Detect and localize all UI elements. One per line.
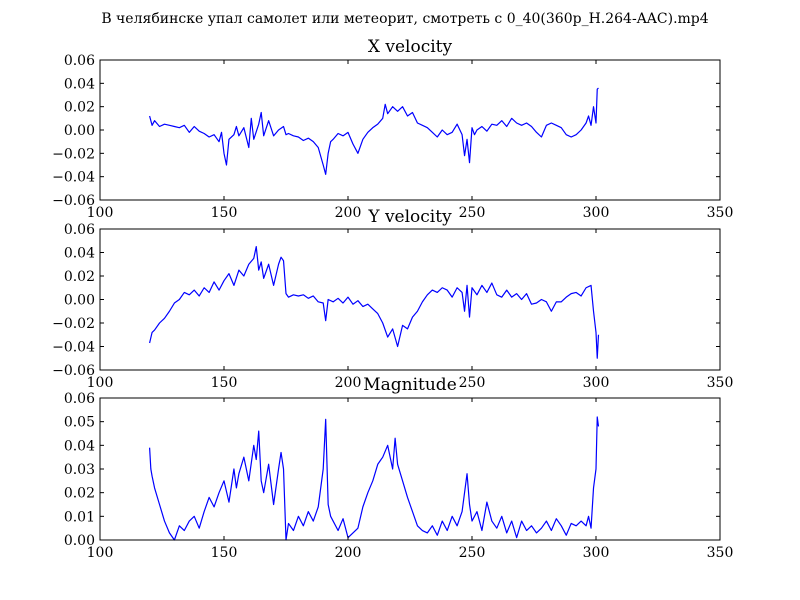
y-velocity-y-tick-label: −0.06: [52, 363, 95, 379]
magnitude-x-tick-label: 250: [459, 545, 486, 561]
magnitude-y-tick-label: 0.04: [64, 438, 95, 454]
x-velocity-series-line: [149, 87, 599, 175]
magnitude-y-tick-label: 0.00: [64, 533, 95, 549]
magnitude-x-tick-label: 350: [707, 545, 734, 561]
magnitude-x-tick-label: 100: [87, 545, 114, 561]
magnitude-x-tick-label: 200: [335, 545, 362, 561]
y-velocity-x-tick-label: 100: [87, 375, 114, 391]
magnitude-plot: 100 150 200 250 300 350 0.00 0.01 0.02 0.03 0.04 0.…: [64, 375, 734, 561]
y-velocity-y-tick-label: 0.04: [64, 246, 95, 262]
x-velocity-x-tick-label: 200: [335, 205, 362, 221]
y-velocity-series-line: [149, 246, 600, 359]
magnitude-y-tick-label: 0.01: [64, 509, 95, 525]
magnitude-axes-frame: [99, 397, 721, 541]
magnitude-y-tick-label: 0.03: [64, 462, 95, 478]
y-velocity-title: Y velocity: [367, 207, 452, 227]
x-velocity-title: X velocity: [368, 37, 453, 57]
magnitude-x-tick-label: 300: [583, 545, 610, 561]
y-velocity-y-tick-label: −0.02: [52, 316, 95, 332]
magnitude-series-line: [149, 416, 600, 541]
y-velocity-axes-frame: [99, 228, 721, 371]
x-velocity-y-tick-label: 0.04: [64, 76, 95, 92]
y-velocity-x-tick-label: 200: [335, 375, 362, 391]
x-velocity-y-tick-label: −0.02: [52, 146, 95, 162]
x-velocity-y-tick-label: 0.06: [64, 53, 95, 69]
y-velocity-x-tick-label: 150: [211, 375, 238, 391]
y-velocity-x-tick-label: 300: [583, 375, 610, 391]
y-velocity-y-tick-label: 0.02: [64, 269, 95, 285]
magnitude-x-tick-label: 150: [211, 545, 238, 561]
y-velocity-y-tick-label: 0.06: [64, 222, 95, 238]
x-velocity-plot: 100 150 200 250 300 350 −0.06 −0.04 −0.02 0.00 0.0…: [52, 37, 733, 221]
magnitude-y-tick-label: 0.06: [64, 391, 95, 407]
x-velocity-y-tick-label: 0.02: [64, 100, 95, 116]
y-velocity-y-tick-label: 0.00: [64, 293, 95, 309]
y-velocity-y-tick-label: −0.04: [52, 340, 95, 356]
x-velocity-x-tick-label: 250: [459, 205, 486, 221]
x-velocity-x-tick-label: 300: [583, 205, 610, 221]
x-velocity-x-tick-label: 100: [87, 205, 114, 221]
x-velocity-y-tick-label: 0.00: [64, 123, 95, 139]
y-velocity-plot: 100 150 200 250 300 350 −0.06 −0.04 −0.02 0.00 0.0…: [52, 207, 733, 391]
x-velocity-x-tick-label: 150: [211, 205, 238, 221]
magnitude-y-tick-label: 0.05: [64, 415, 95, 431]
x-velocity-y-tick-label: −0.06: [52, 193, 95, 209]
x-velocity-x-tick-label: 350: [707, 205, 734, 221]
y-velocity-x-tick-label: 250: [459, 375, 486, 391]
magnitude-title: Magnitude: [363, 375, 457, 395]
x-velocity-axes-frame: [99, 59, 721, 201]
magnitude-y-tick-label: 0.02: [64, 486, 95, 502]
x-velocity-y-tick-label: −0.04: [52, 170, 95, 186]
y-velocity-x-tick-label: 350: [707, 375, 734, 391]
figure-suptitle: В челябинске упал самолет или метеорит, …: [101, 11, 708, 27]
